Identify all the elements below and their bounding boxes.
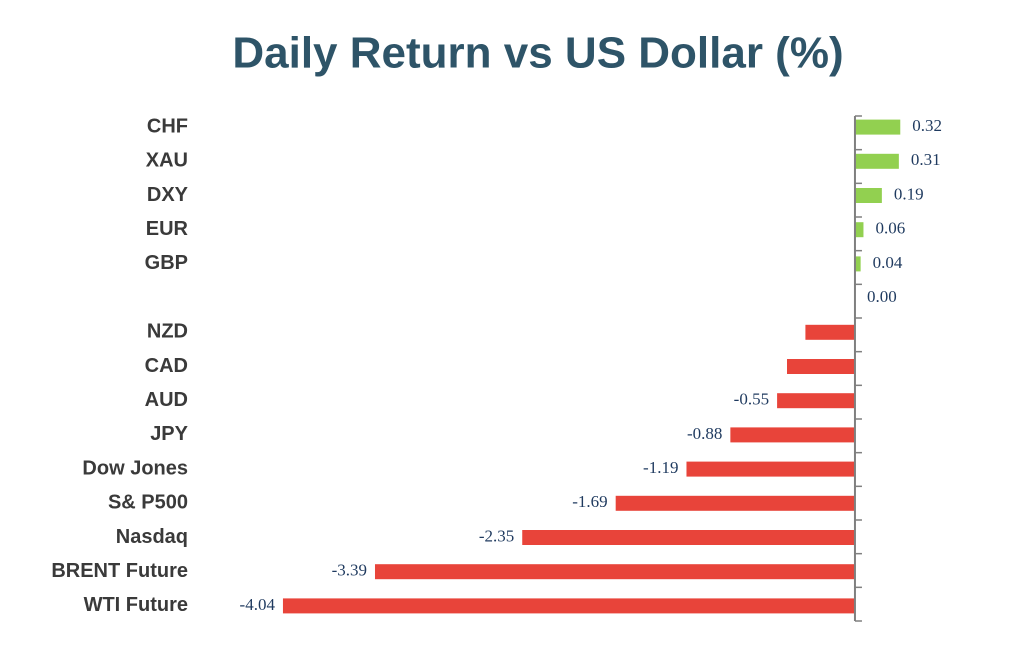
y-tick-label: AUD bbox=[145, 389, 188, 411]
value-label: 0.00 bbox=[867, 287, 897, 306]
y-tick-label: XAU bbox=[146, 150, 188, 172]
bar bbox=[686, 461, 855, 477]
value-label: -1.19 bbox=[643, 458, 678, 477]
bar bbox=[730, 427, 855, 443]
value-label: 0.19 bbox=[894, 184, 924, 203]
value-label: 0.32 bbox=[912, 116, 942, 135]
y-tick-label: WTI Future bbox=[84, 594, 188, 616]
bar bbox=[854, 222, 864, 238]
bar bbox=[522, 530, 855, 545]
bar bbox=[777, 393, 855, 409]
bar bbox=[787, 359, 855, 374]
bar bbox=[854, 256, 861, 272]
bar bbox=[282, 598, 855, 614]
value-label: -0.88 bbox=[687, 424, 722, 443]
value-label: -2.35 bbox=[479, 526, 514, 545]
bar bbox=[805, 324, 855, 340]
bar bbox=[854, 119, 901, 135]
y-tick-label: Nasdaq bbox=[116, 526, 188, 548]
y-tick-label: S& P500 bbox=[108, 492, 188, 514]
bar bbox=[374, 564, 855, 580]
value-label: -0.55 bbox=[734, 390, 769, 409]
y-tick-label: Dow Jones bbox=[82, 457, 188, 479]
bar bbox=[615, 495, 855, 511]
bar bbox=[854, 188, 882, 203]
bar bbox=[854, 153, 899, 169]
value-label: -4.04 bbox=[240, 595, 276, 614]
y-tick-label: BRENT Future bbox=[51, 560, 188, 582]
y-tick-label: JPY bbox=[150, 423, 188, 445]
value-label: 0.31 bbox=[911, 150, 941, 169]
value-label: -3.39 bbox=[332, 561, 367, 580]
y-tick-label: EUR bbox=[146, 218, 189, 240]
value-label: 0.04 bbox=[873, 253, 903, 272]
value-label: 0.06 bbox=[875, 219, 905, 238]
y-tick-label: DXY bbox=[147, 184, 189, 206]
chart-title: Daily Return vs US Dollar (%) bbox=[232, 29, 843, 78]
value-label: -1.69 bbox=[572, 492, 607, 511]
y-tick-label: CAD bbox=[145, 355, 188, 377]
y-tick-label: GBP bbox=[145, 252, 188, 274]
y-tick-label: CHF bbox=[147, 115, 188, 137]
y-tick-label: NZD bbox=[147, 321, 188, 343]
